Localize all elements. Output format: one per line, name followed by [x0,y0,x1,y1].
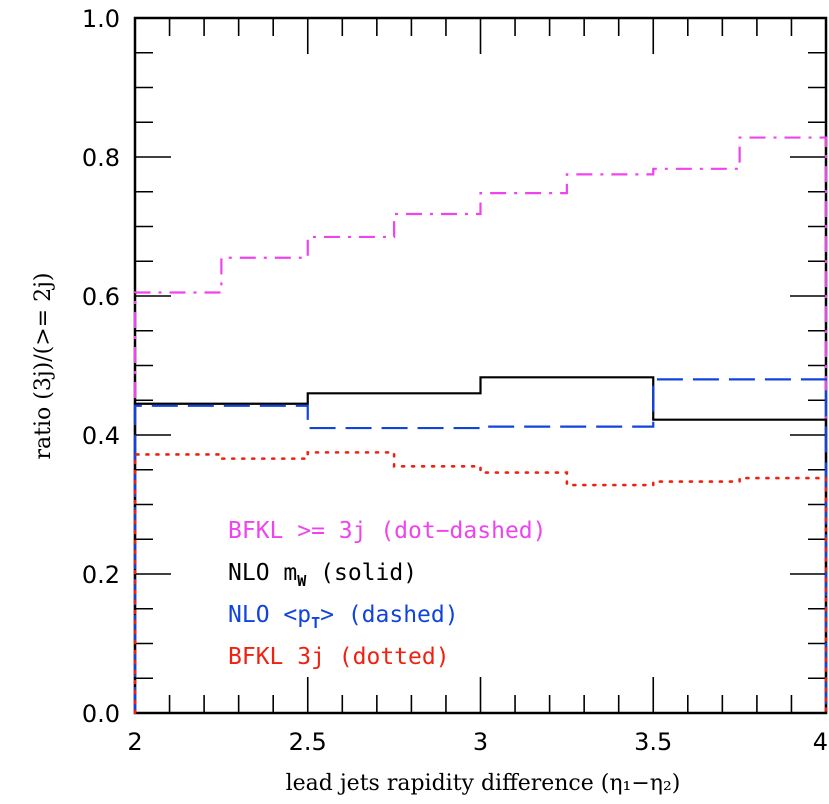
x-tick-label: 3.5 [634,728,672,756]
x-tick-label: 3 [473,728,488,756]
legend-entry: NLO mW (solid) [228,560,417,590]
axis-ticks [134,17,827,714]
x-tick-label: 2 [127,728,142,756]
legend: BFKL >= 3j (dot−dashed) NLO mW (solid) NLO… [228,518,547,670]
series-line-solid [133,376,828,713]
series-line-dotted [133,451,828,715]
series-line-dashdot [133,136,828,713]
legend-entry: BFKL >= 3j (dot−dashed) [228,518,547,544]
y-tick-label: 0.8 [82,144,120,172]
y-axis-label: ratio (3j)/(>= 2j) [31,273,56,460]
series-group [133,136,828,715]
series-line-dashed [133,378,828,713]
tick-labels: 2 2.5 3 3.5 4 0.0 0.2 0.4 0.6 0.8 1.0 [82,5,828,756]
x-axis-label: lead jets rapidity difference (η₁−η₂) [286,771,681,796]
x-tick-label: 4 [813,728,828,756]
y-tick-label: 0.2 [82,561,120,589]
y-tick-label: 1.0 [82,5,120,33]
y-tick-label: 0.4 [82,422,120,450]
x-tick-label: 2.5 [289,728,327,756]
y-tick-label: 0.0 [82,700,120,728]
legend-entry: BFKL 3j (dotted) [228,644,450,670]
y-tick-label: 0.6 [82,283,120,311]
legend-entry: NLO <pT> (dashed) [228,602,459,632]
